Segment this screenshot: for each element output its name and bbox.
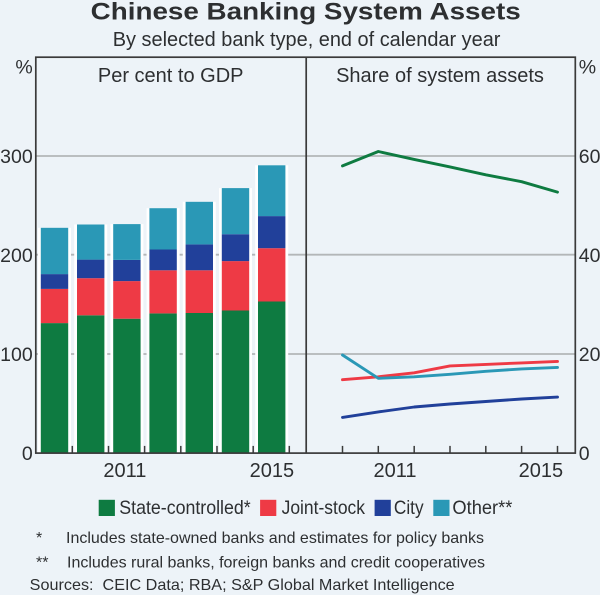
svg-text:By selected bank type, end of: By selected bank type, end of calendar y…: [113, 29, 501, 51]
svg-text:0: 0: [579, 443, 590, 465]
svg-text:300: 300: [0, 146, 33, 168]
svg-text:100: 100: [0, 344, 33, 366]
svg-text:2015: 2015: [519, 460, 564, 482]
svg-text:Includes rural banks, foreign: Includes rural banks, foreign banks and …: [67, 554, 485, 571]
svg-text:State-controlled*: State-controlled*: [119, 497, 251, 519]
svg-text:40: 40: [579, 245, 600, 267]
svg-text:2011: 2011: [373, 460, 416, 482]
svg-text:Per cent to GDP: Per cent to GDP: [98, 65, 244, 87]
svg-text:Share of system assets: Share of system assets: [336, 65, 544, 87]
svg-text:60: 60: [579, 146, 600, 168]
svg-text:Chinese Banking System Assets: Chinese Banking System Assets: [91, 0, 521, 26]
svg-text:200: 200: [0, 245, 33, 267]
svg-text:Includes state-owned banks and: Includes state-owned banks and estimates…: [66, 530, 484, 547]
svg-text:20: 20: [579, 344, 600, 366]
svg-text:Sources: CEIC Data; RBA; S&P: Sources: CEIC Data; RBA; S&P Global Mark…: [30, 577, 455, 594]
svg-text:*: *: [36, 530, 42, 547]
svg-text:2015: 2015: [250, 460, 295, 482]
svg-text:Joint-stock: Joint-stock: [282, 497, 366, 519]
svg-text:2011: 2011: [103, 460, 146, 482]
svg-text:**: **: [36, 554, 48, 571]
svg-text:Other**: Other**: [452, 497, 512, 519]
svg-text:0: 0: [22, 443, 33, 465]
svg-text:%: %: [579, 56, 596, 78]
svg-text:%: %: [15, 56, 32, 78]
svg-text:City: City: [394, 497, 424, 519]
